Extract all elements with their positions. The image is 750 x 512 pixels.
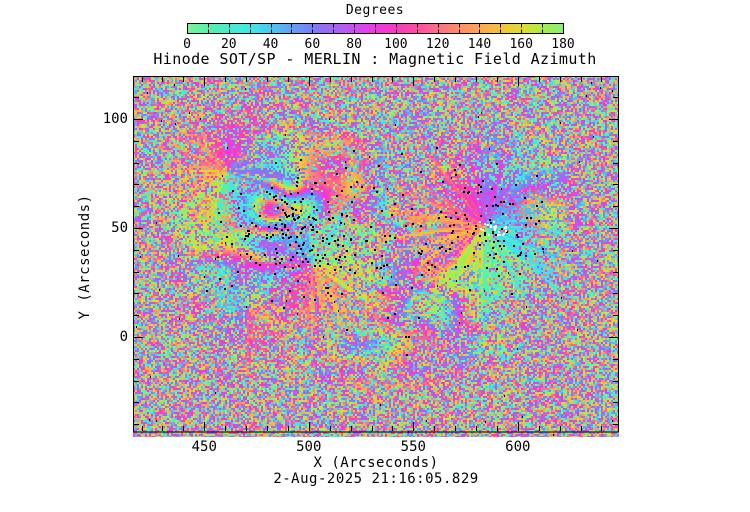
colorbar-tick-label: 160 <box>509 37 533 52</box>
y-axis-label: Y (Arcseconds) <box>77 194 93 320</box>
colorbar-tick-label: 100 <box>384 37 408 52</box>
colorbar-tick-label: 0 <box>183 37 191 52</box>
x-axis-label: X (Arcseconds) <box>313 455 439 471</box>
plot-title: Hinode SOT/SP - MERLIN : Magnetic Field … <box>153 50 597 68</box>
y-tick-label: 0 <box>119 328 128 345</box>
x-tick-label: 550 <box>400 439 426 455</box>
colorbar-tick-label: 140 <box>467 37 492 52</box>
colorbar <box>187 23 564 34</box>
timestamp: 2-Aug-2025 21:16:05.829 <box>273 471 479 487</box>
x-tick-label: 600 <box>505 439 531 455</box>
colorbar-tick-label: 60 <box>304 37 321 52</box>
x-tick-label: 500 <box>296 439 322 455</box>
colorbar-tick-label: 80 <box>346 37 362 52</box>
azimuth-map-canvas <box>133 76 619 437</box>
colorbar-tick-label: 40 <box>262 37 279 52</box>
colorbar-title: Degrees <box>345 3 405 18</box>
y-tick-label: 50 <box>111 219 128 236</box>
colorbar-tick-label: 120 <box>425 37 450 52</box>
x-tick-label: 450 <box>191 439 217 455</box>
y-tick-label: 100 <box>102 110 128 127</box>
colorbar-tick-label: 180 <box>551 37 575 52</box>
colorbar-tick-label: 20 <box>220 37 237 52</box>
